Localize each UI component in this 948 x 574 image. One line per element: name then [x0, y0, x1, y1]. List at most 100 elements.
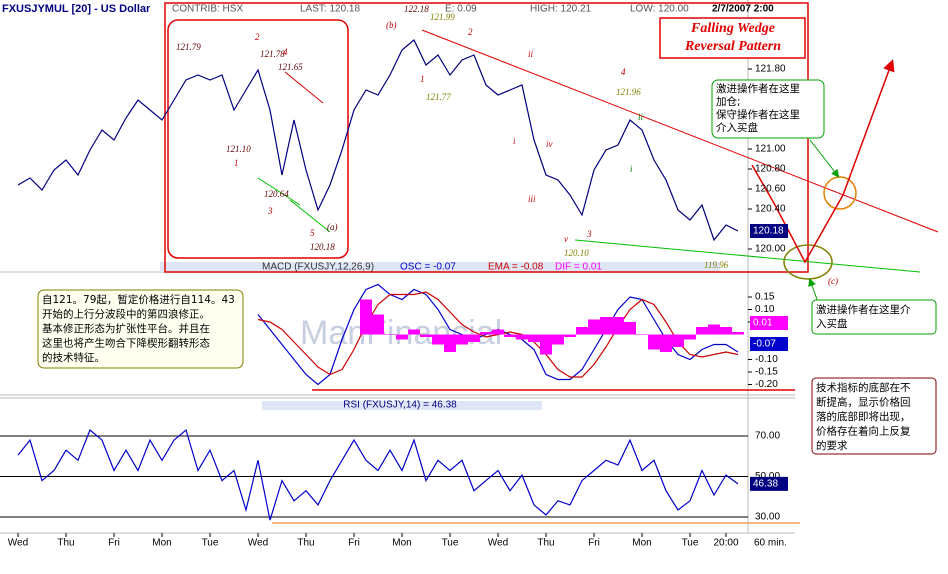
- wave-label: iv: [546, 139, 553, 149]
- wave-label: 120.18: [310, 242, 335, 252]
- header-field: E: 0.09: [445, 4, 477, 15]
- wave-label: 121.78: [260, 49, 285, 59]
- projection-arrow: [751, 59, 895, 264]
- trend-line: [257, 177, 301, 206]
- callout-box: [37, 289, 244, 369]
- wave-label: (a): [327, 222, 338, 232]
- wave-label: 121.96: [616, 87, 641, 97]
- price-line: [17, 39, 739, 242]
- header-field: LAST: 120.18: [300, 4, 360, 15]
- y-tick-label: 0.15: [755, 292, 775, 303]
- histogram-bar: [468, 334, 480, 342]
- callout-text: 激进操作者在这里介: [816, 303, 911, 316]
- x-tick-label: Tue: [202, 538, 219, 549]
- histogram-bar: [516, 334, 528, 340]
- wave-label: 1: [234, 158, 239, 168]
- target-circle: [783, 244, 833, 280]
- wave-label: i: [630, 164, 633, 174]
- histogram-bar: [540, 334, 552, 355]
- chart-title: FXUSJYMUL [20] - US Dollar: [2, 3, 151, 15]
- x-tick-label: Wed: [248, 538, 268, 549]
- histogram-bar: [480, 332, 492, 335]
- wave-label: 1: [420, 74, 425, 84]
- y-tick-label: 120.80: [755, 164, 786, 175]
- wave-label: 121.99: [430, 12, 455, 22]
- pattern-title: Reversal Pattern: [684, 39, 781, 54]
- histogram-bar: [648, 334, 660, 350]
- correction-box: [167, 19, 349, 259]
- y-tick-label: -0.20: [755, 379, 778, 390]
- y-tick-label: 120.60: [755, 184, 786, 195]
- wave-label: 5: [310, 228, 315, 238]
- wave-label: 3: [586, 229, 592, 239]
- wave-label: i: [513, 136, 516, 146]
- last-value-label: 46.38: [753, 479, 778, 490]
- header-field: CONTRIB: HSX: [172, 4, 243, 15]
- x-tick-label: Wed: [488, 538, 508, 549]
- callout-text: 自121。79起，暂定价格进行自114。43: [42, 293, 235, 306]
- histogram-bar: [672, 334, 684, 347]
- last-value-box: [750, 316, 788, 330]
- wave-label: iii: [528, 194, 536, 204]
- wave-label: 2: [255, 32, 260, 42]
- x-tick-label: Fri: [348, 538, 360, 549]
- histogram-bar: [432, 334, 444, 345]
- wave-label: 119.96: [704, 260, 729, 270]
- x-tick-label: Thu: [297, 538, 314, 549]
- wave-label: 4: [621, 67, 626, 77]
- wedge-lower-line: [574, 239, 921, 273]
- callout-text: 保守操作者在这里: [716, 108, 800, 121]
- macd-title-bg: [160, 262, 720, 272]
- histogram-bar: [444, 334, 456, 352]
- trend-line: [289, 199, 331, 233]
- header-field: 2/7/2007 2:00: [712, 4, 774, 15]
- x-tick-label: Fri: [108, 538, 120, 549]
- wave-label: 120.64: [264, 189, 289, 199]
- last-value-box: [750, 337, 788, 351]
- callout-text: 价格存在着向上反复: [816, 425, 911, 438]
- header-field: HIGH: 120.21: [530, 4, 592, 15]
- wave-label: 122.18: [404, 4, 429, 14]
- wave-label: 120.10: [564, 248, 589, 258]
- legend-label: OSC = -0.07: [400, 262, 456, 273]
- y-tick-label: 70.00: [755, 431, 780, 442]
- histogram-bar: [732, 332, 744, 335]
- x-tick-label: Thu: [537, 538, 554, 549]
- y-tick-label: 30.00: [755, 512, 780, 523]
- histogram-bar: [408, 329, 420, 335]
- x-tick-label: Mon: [152, 538, 171, 549]
- wave-label: 121.65: [278, 62, 303, 72]
- callout-text: 激进操作者在这里: [716, 82, 800, 95]
- trend-line: [284, 71, 324, 104]
- pattern-title-box: [659, 17, 806, 59]
- rsi-line: [17, 428, 739, 521]
- callout-text: 开始的上行分波段中的第四浪修正。: [42, 308, 210, 321]
- watermark: ManFinancial: [300, 314, 502, 352]
- y-tick-label: 121.80: [755, 64, 786, 75]
- histogram-bar: [372, 314, 384, 335]
- last-value-label: 0.01: [753, 318, 773, 329]
- callout-text: 入买盘: [816, 317, 848, 330]
- legend-label: EMA = -0.08: [488, 262, 544, 273]
- callout-text: 落的底部即将出现，: [816, 410, 911, 423]
- histogram-bar: [492, 329, 504, 335]
- x-tick-label: Mon: [632, 538, 651, 549]
- histogram-bar: [552, 334, 564, 345]
- callout-text: 断提高，显示价格回: [816, 396, 911, 409]
- wave-label: ii: [638, 112, 644, 122]
- callout-text: 介入买盘: [716, 121, 758, 134]
- x-tick-label: Tue: [442, 538, 459, 549]
- legend-label: DIF = 0.01: [555, 262, 602, 273]
- histogram-bar: [528, 334, 540, 342]
- pattern-title: Falling Wedge: [690, 21, 775, 36]
- y-tick-label: -0.10: [755, 354, 778, 365]
- wedge-upper-line: [421, 29, 939, 233]
- callout-text: 加仓;: [716, 95, 741, 108]
- callout-box: [811, 377, 937, 455]
- x-tick-label: 20:00: [713, 538, 738, 549]
- wave-label: 121.10: [226, 144, 251, 154]
- histogram-bar: [612, 317, 624, 335]
- target-circle: [823, 176, 857, 210]
- histogram-bar: [564, 334, 576, 337]
